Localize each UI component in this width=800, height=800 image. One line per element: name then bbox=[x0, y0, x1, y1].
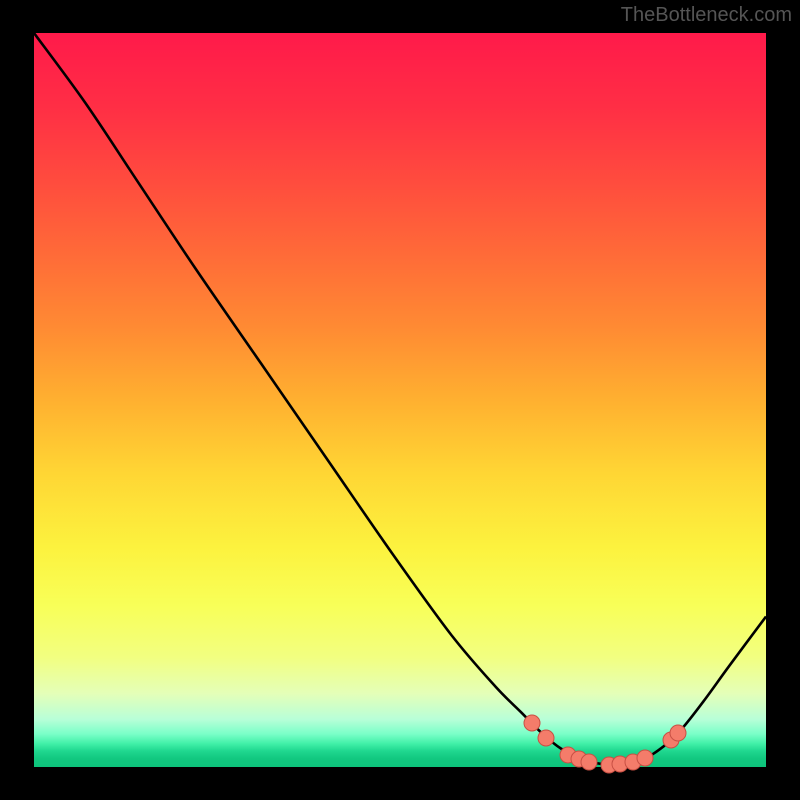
markers-layer bbox=[34, 33, 766, 767]
data-marker bbox=[670, 724, 687, 741]
data-marker bbox=[637, 750, 654, 767]
chart-container: TheBottleneck.com bbox=[0, 0, 800, 800]
plot-area bbox=[34, 33, 766, 767]
data-marker bbox=[523, 714, 540, 731]
data-marker bbox=[580, 753, 597, 770]
data-marker bbox=[538, 729, 555, 746]
watermark-label: TheBottleneck.com bbox=[621, 4, 792, 27]
